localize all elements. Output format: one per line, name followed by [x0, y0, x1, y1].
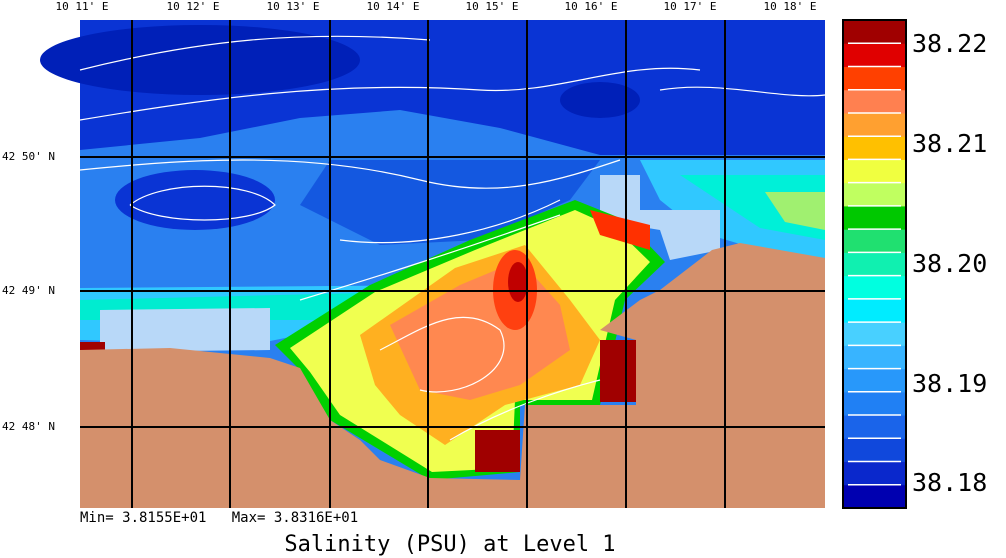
latitude-label: 42 50' N [2, 150, 55, 163]
longitude-label: 10 14' E [367, 0, 420, 13]
stats-text: Min= 3.8155E+01 Max= 3.8316E+01 [80, 510, 358, 526]
longitude-label: 10 17' E [664, 0, 717, 13]
field-mid [765, 192, 825, 230]
colorbar-band [843, 275, 906, 300]
graticule [80, 20, 825, 508]
field-low [300, 160, 600, 245]
colorbar-label: 38.20 [912, 249, 987, 278]
latitude-label: 42 49' N [2, 284, 55, 297]
colorbar-frame [842, 19, 907, 509]
colorbar-band [843, 66, 906, 91]
field-shelf [100, 308, 270, 352]
field-highest [508, 262, 528, 302]
colorbar-band [843, 368, 906, 393]
colorbar-label: 38.19 [912, 369, 987, 398]
colorbar-band [843, 461, 906, 486]
field-highest [475, 430, 520, 472]
colorbar-band [843, 89, 906, 114]
colorbar-band [843, 20, 906, 44]
colorbar-band [843, 252, 906, 277]
field-lowest [40, 25, 360, 95]
colorbar-band [843, 182, 906, 207]
colorbar-band [843, 438, 906, 463]
colorbar-label: 38.21 [912, 129, 987, 158]
colorbar-band [843, 322, 906, 346]
colorbar-label: 38.18 [912, 468, 987, 497]
field-lowest [560, 82, 640, 118]
contour-lines [79, 35, 826, 441]
field-highest [600, 340, 636, 402]
colorbar-band [843, 484, 906, 509]
colorbar-band [843, 112, 906, 137]
colorbar-band [843, 159, 906, 184]
colorbar-band [843, 136, 906, 160]
colorbar-band [843, 345, 906, 370]
longitude-label: 10 11' E [56, 0, 109, 13]
colorbar [843, 20, 906, 509]
field-low [115, 170, 275, 230]
colorbar-band [843, 415, 906, 439]
colorbar-band [843, 205, 906, 230]
map-title: Salinity (PSU) at Level 1 [284, 532, 615, 557]
field-shelf [600, 175, 720, 260]
longitude-label: 10 12' E [167, 0, 220, 13]
field-mid [680, 175, 825, 240]
longitude-label: 10 15' E [466, 0, 519, 13]
land [80, 243, 825, 508]
field-highest [590, 210, 650, 250]
colorbar-band [843, 298, 906, 323]
salinity-field [40, 20, 826, 508]
colorbar-band [843, 229, 906, 253]
latitude-label: 42 48' N [2, 420, 55, 433]
longitude-label: 10 13' E [267, 0, 320, 13]
longitude-label: 10 18' E [764, 0, 817, 13]
longitude-label: 10 16' E [565, 0, 618, 13]
colorbar-label: 38.22 [912, 29, 987, 58]
colorbar-band [843, 391, 906, 416]
colorbar-band [843, 43, 906, 67]
